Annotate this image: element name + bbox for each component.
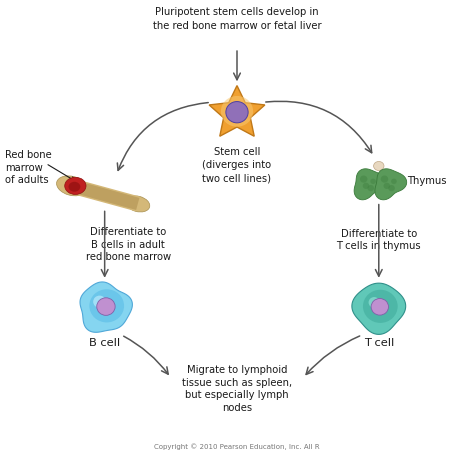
Ellipse shape	[65, 177, 86, 194]
Circle shape	[381, 175, 388, 183]
Text: Stem cell
(diverges into
two cell lines): Stem cell (diverges into two cell lines)	[202, 148, 272, 183]
Polygon shape	[375, 169, 407, 200]
Circle shape	[371, 299, 389, 315]
Ellipse shape	[56, 176, 87, 196]
Ellipse shape	[374, 161, 384, 170]
Text: Thymus: Thymus	[407, 176, 447, 186]
Text: Pluripotent stem cells develop in
the red bone marrow or fetal liver: Pluripotent stem cells develop in the re…	[153, 7, 321, 31]
Polygon shape	[80, 282, 132, 333]
Text: Differentiate to
T cells in thymus: Differentiate to T cells in thymus	[337, 229, 421, 251]
Polygon shape	[209, 86, 265, 136]
Circle shape	[388, 185, 395, 191]
Polygon shape	[354, 169, 386, 200]
Circle shape	[383, 183, 390, 189]
Text: Copyright © 2010 Pearson Education, Inc. All R: Copyright © 2010 Pearson Education, Inc.…	[154, 443, 320, 450]
Text: Differentiate to
B cells in adult
red bone marrow: Differentiate to B cells in adult red bo…	[86, 227, 171, 262]
Text: Migrate to lymphoid
tissue such as spleen,
but especially lymph
nodes: Migrate to lymphoid tissue such as splee…	[182, 365, 292, 413]
Circle shape	[221, 96, 253, 127]
Text: T cell: T cell	[364, 338, 394, 348]
Ellipse shape	[126, 196, 150, 212]
Polygon shape	[352, 283, 406, 334]
Ellipse shape	[69, 182, 80, 192]
Circle shape	[360, 175, 367, 183]
Circle shape	[391, 178, 397, 184]
Circle shape	[367, 185, 374, 191]
Circle shape	[90, 289, 124, 323]
Text: B cell: B cell	[89, 338, 120, 348]
Circle shape	[97, 298, 115, 315]
Text: Red bone
marrow
of adults: Red bone marrow of adults	[5, 150, 52, 185]
Circle shape	[226, 101, 248, 123]
Circle shape	[363, 183, 369, 189]
Circle shape	[369, 297, 380, 308]
Circle shape	[370, 178, 376, 184]
Circle shape	[93, 296, 106, 308]
Circle shape	[363, 290, 398, 323]
